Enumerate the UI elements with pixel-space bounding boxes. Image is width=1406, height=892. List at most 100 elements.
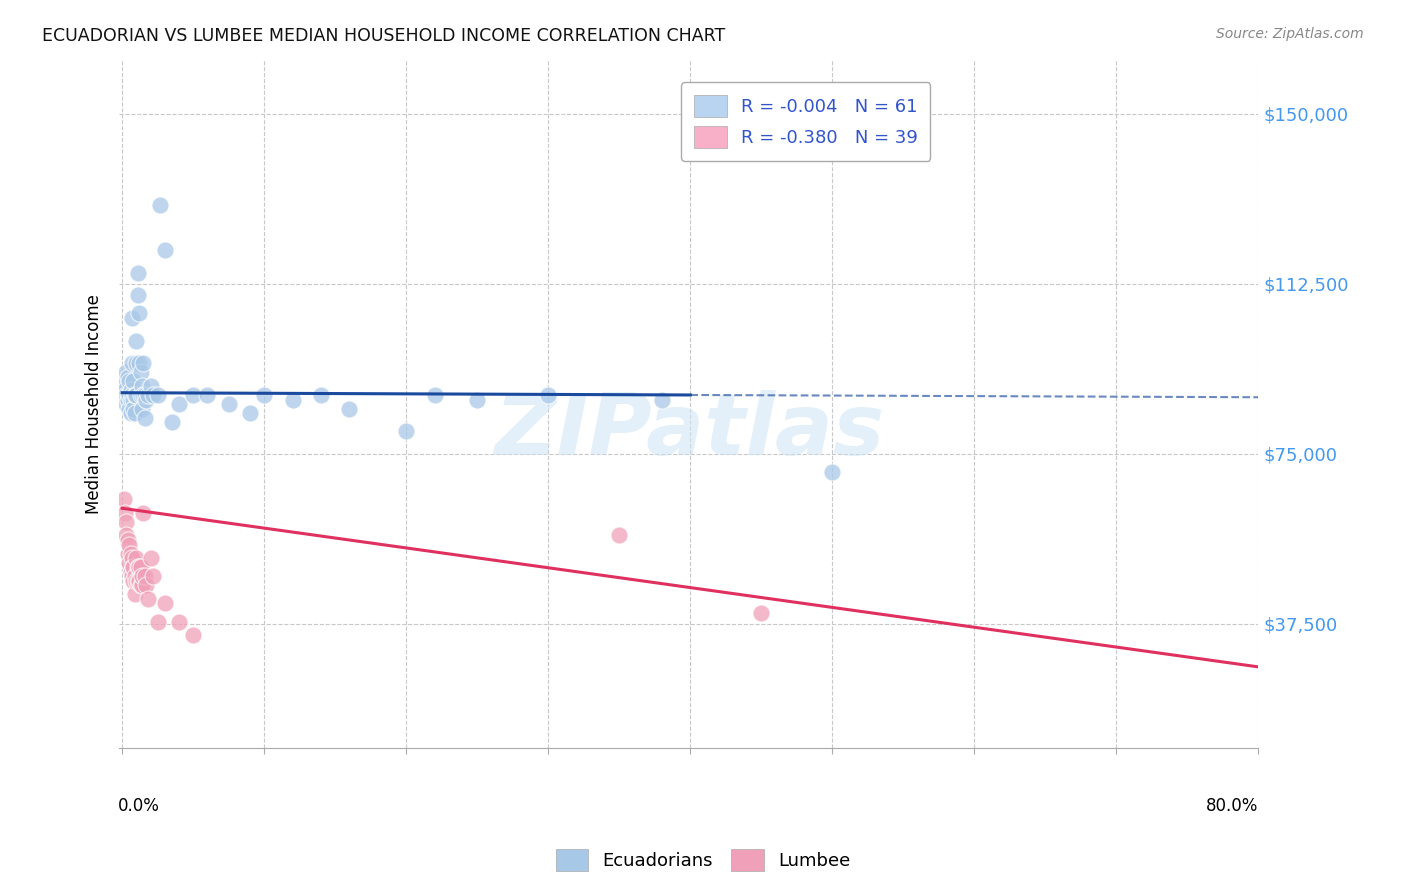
Point (124, 569, 146, 583)
Point (129, 365, 152, 379)
Point (118, 375, 141, 389)
Point (117, 547, 139, 561)
Point (112, 388, 135, 402)
Legend: Ecuadorians, Lumbee: Ecuadorians, Lumbee (548, 842, 858, 879)
Point (749, 606, 772, 620)
Point (153, 597, 176, 611)
Point (131, 401, 153, 416)
Point (135, 392, 157, 407)
Point (153, 243, 176, 257)
Point (115, 365, 138, 379)
Point (118, 556, 141, 570)
Point (124, 388, 146, 402)
Point (395, 424, 418, 438)
Y-axis label: Median Household Income: Median Household Income (86, 294, 103, 514)
Point (134, 388, 156, 402)
Point (134, 410, 156, 425)
Point (131, 578, 153, 592)
Point (135, 578, 157, 592)
Point (128, 356, 150, 370)
Point (149, 197, 172, 211)
Point (139, 379, 162, 393)
Point (114, 506, 136, 520)
Point (121, 310, 143, 325)
Point (120, 392, 142, 407)
Text: Source: ZipAtlas.com: Source: ZipAtlas.com (1216, 27, 1364, 41)
Point (125, 574, 148, 588)
Point (181, 388, 204, 402)
Point (129, 578, 152, 592)
Point (337, 401, 360, 416)
Point (120, 565, 142, 579)
Point (132, 388, 155, 402)
Point (132, 356, 155, 370)
Point (121, 551, 143, 566)
Point (121, 388, 143, 402)
Point (651, 392, 673, 407)
Point (115, 397, 138, 411)
Point (125, 356, 148, 370)
Point (142, 388, 165, 402)
Point (120, 406, 142, 420)
Point (167, 397, 190, 411)
Point (125, 334, 148, 348)
Point (142, 569, 165, 583)
Point (131, 569, 153, 583)
Point (122, 375, 145, 389)
Text: 0.0%: 0.0% (118, 797, 160, 814)
Point (423, 388, 446, 402)
Point (239, 406, 262, 420)
Point (465, 392, 488, 407)
Point (118, 401, 141, 416)
Point (139, 551, 162, 566)
Point (122, 574, 145, 588)
Point (129, 560, 152, 574)
Point (127, 266, 149, 280)
Point (121, 569, 143, 583)
Point (309, 388, 332, 402)
Point (122, 401, 145, 416)
Point (128, 306, 150, 320)
Point (127, 560, 149, 574)
Point (136, 388, 159, 402)
Point (125, 388, 148, 402)
Point (128, 574, 150, 588)
Point (117, 533, 139, 547)
Point (607, 528, 630, 542)
Point (114, 384, 136, 398)
Point (124, 406, 146, 420)
Point (128, 560, 150, 574)
Point (134, 569, 156, 583)
Point (136, 591, 159, 606)
Point (127, 288, 149, 302)
Point (117, 388, 139, 402)
Legend: R = -0.004   N = 61, R = -0.380   N = 39: R = -0.004 N = 61, R = -0.380 N = 39 (682, 82, 931, 161)
Point (122, 560, 145, 574)
Point (146, 615, 169, 629)
Point (253, 388, 276, 402)
Point (118, 388, 141, 402)
Point (117, 369, 139, 384)
Point (120, 384, 142, 398)
Point (281, 392, 304, 407)
Point (195, 388, 218, 402)
Text: ZIPatlas: ZIPatlas (494, 390, 884, 473)
Text: ECUADORIAN VS LUMBEE MEDIAN HOUSEHOLD INCOME CORRELATION CHART: ECUADORIAN VS LUMBEE MEDIAN HOUSEHOLD IN… (42, 27, 725, 45)
Point (121, 356, 143, 370)
Point (131, 379, 153, 393)
Point (125, 551, 148, 566)
Point (114, 375, 136, 389)
Point (122, 560, 145, 574)
Point (218, 397, 240, 411)
Point (117, 392, 139, 407)
Point (112, 492, 135, 507)
Point (167, 615, 190, 629)
Point (181, 628, 204, 642)
Point (120, 547, 142, 561)
Point (160, 415, 183, 429)
Point (821, 465, 844, 479)
Point (129, 388, 152, 402)
Point (132, 506, 155, 520)
Point (146, 388, 169, 402)
Point (122, 392, 145, 407)
